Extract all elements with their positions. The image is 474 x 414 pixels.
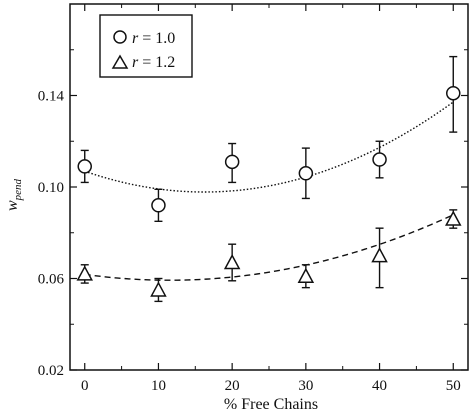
data-point-circle [77, 159, 92, 174]
legend-label-series-2: r = 1.2 [132, 54, 175, 71]
fit-curve-series-2 [84, 214, 454, 281]
x-axis-title: % Free Chains [224, 396, 318, 413]
legend-marker-triangle [111, 54, 129, 69]
y-tick-label: 0.10 [38, 180, 64, 196]
y-axis-title-main: w [4, 200, 21, 211]
x-tick-label: 40 [372, 378, 387, 394]
data-point-triangle [150, 281, 167, 297]
data-point-triangle [445, 210, 462, 226]
legend: r = 1.0 r = 1.2 [99, 14, 193, 78]
data-point-circle [298, 166, 314, 181]
data-point-triangle [223, 253, 241, 270]
x-tick-label: 30 [298, 378, 313, 394]
y-tick-label: 0.02 [38, 363, 64, 379]
x-tick-label: 0 [81, 378, 89, 394]
y-axis-title-subscript: pend [12, 178, 24, 201]
legend-label-series-1-rest: = 1.0 [138, 30, 175, 47]
legend-label-series-2-italic: r [132, 54, 139, 71]
x-tick-label: 10 [151, 378, 166, 394]
data-point-circle [372, 152, 387, 167]
fit-curve-series-1 [84, 101, 454, 193]
data-point-circle [224, 154, 240, 170]
x-tick-label: 50 [446, 378, 461, 394]
data-point-triangle [371, 247, 388, 263]
data-point-circle [446, 85, 461, 101]
y-tick-label: 0.06 [38, 272, 65, 288]
data-point-circle [151, 198, 166, 213]
y-axis-title: wpend [4, 178, 24, 211]
axis-ticks: 0 10 20 30 40 50 0.02 0.06 0.10 0.14 [38, 4, 468, 394]
data-point-triangle [76, 265, 93, 281]
fit-curves [84, 101, 454, 281]
legend-label-series-1-italic: r [132, 30, 139, 47]
legend-label-series-2-rest: = 1.2 [138, 54, 175, 71]
data-point-triangle [297, 267, 315, 283]
x-tick-label: 20 [225, 378, 240, 394]
legend-marker-circle [113, 30, 127, 44]
y-tick-label: 0.14 [38, 89, 65, 105]
data-points [76, 55, 462, 303]
legend-label-series-1: r = 1.0 [132, 30, 175, 47]
